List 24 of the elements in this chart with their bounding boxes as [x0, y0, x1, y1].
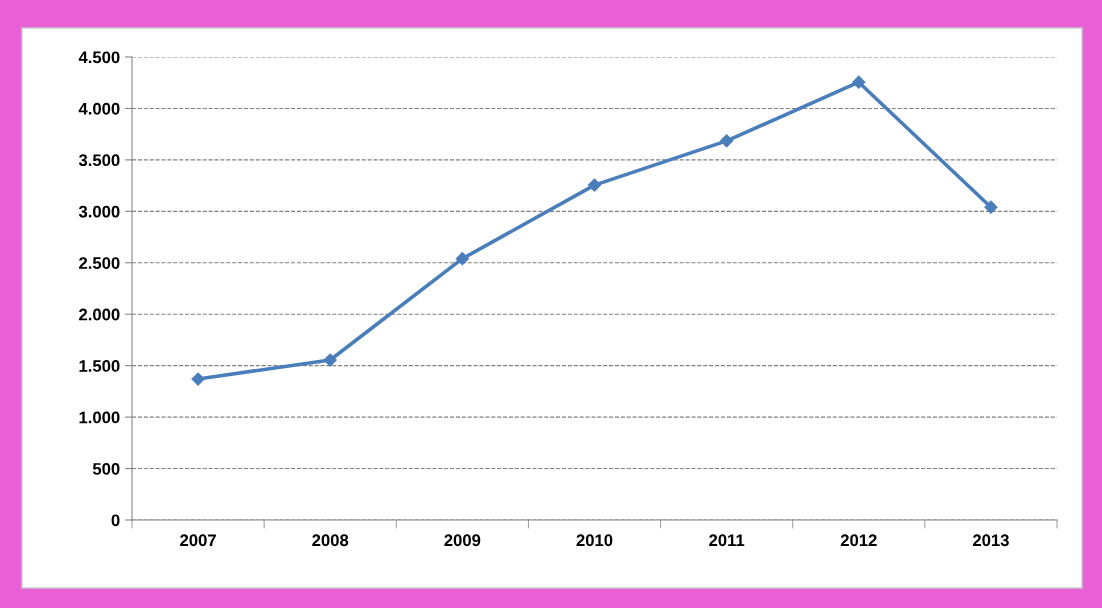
x-tick-label: 2013 [972, 534, 1009, 547]
x-tick-label: 2012 [840, 534, 877, 547]
point [323, 353, 337, 367]
y-tick-label: 3.000 [78, 205, 120, 218]
y-tick-label: 500 [92, 462, 120, 475]
point [191, 372, 205, 386]
y-tick-label: 4.500 [78, 51, 120, 64]
x-tick-label: 2010 [576, 534, 613, 547]
y-tick-label: 2.500 [79, 257, 120, 269]
y-tick-label: 4.000 [78, 102, 120, 115]
y-tick-label: 3.500 [78, 154, 120, 167]
x-tick-label: 2007 [180, 534, 216, 547]
point [984, 200, 998, 214]
y-tick-label: 0 [111, 514, 120, 527]
y-tick-label: 1.500 [79, 360, 120, 372]
x-tick-label: 2009 [444, 534, 481, 547]
x-tick-label: 2011 [709, 534, 745, 547]
y-tick-label: 1.000 [79, 411, 120, 424]
x-tick-label: 2008 [312, 534, 349, 547]
point [455, 252, 469, 266]
y-tick-label: 2.000 [79, 308, 120, 321]
point [852, 75, 866, 89]
point [720, 134, 734, 148]
point [587, 178, 602, 192]
